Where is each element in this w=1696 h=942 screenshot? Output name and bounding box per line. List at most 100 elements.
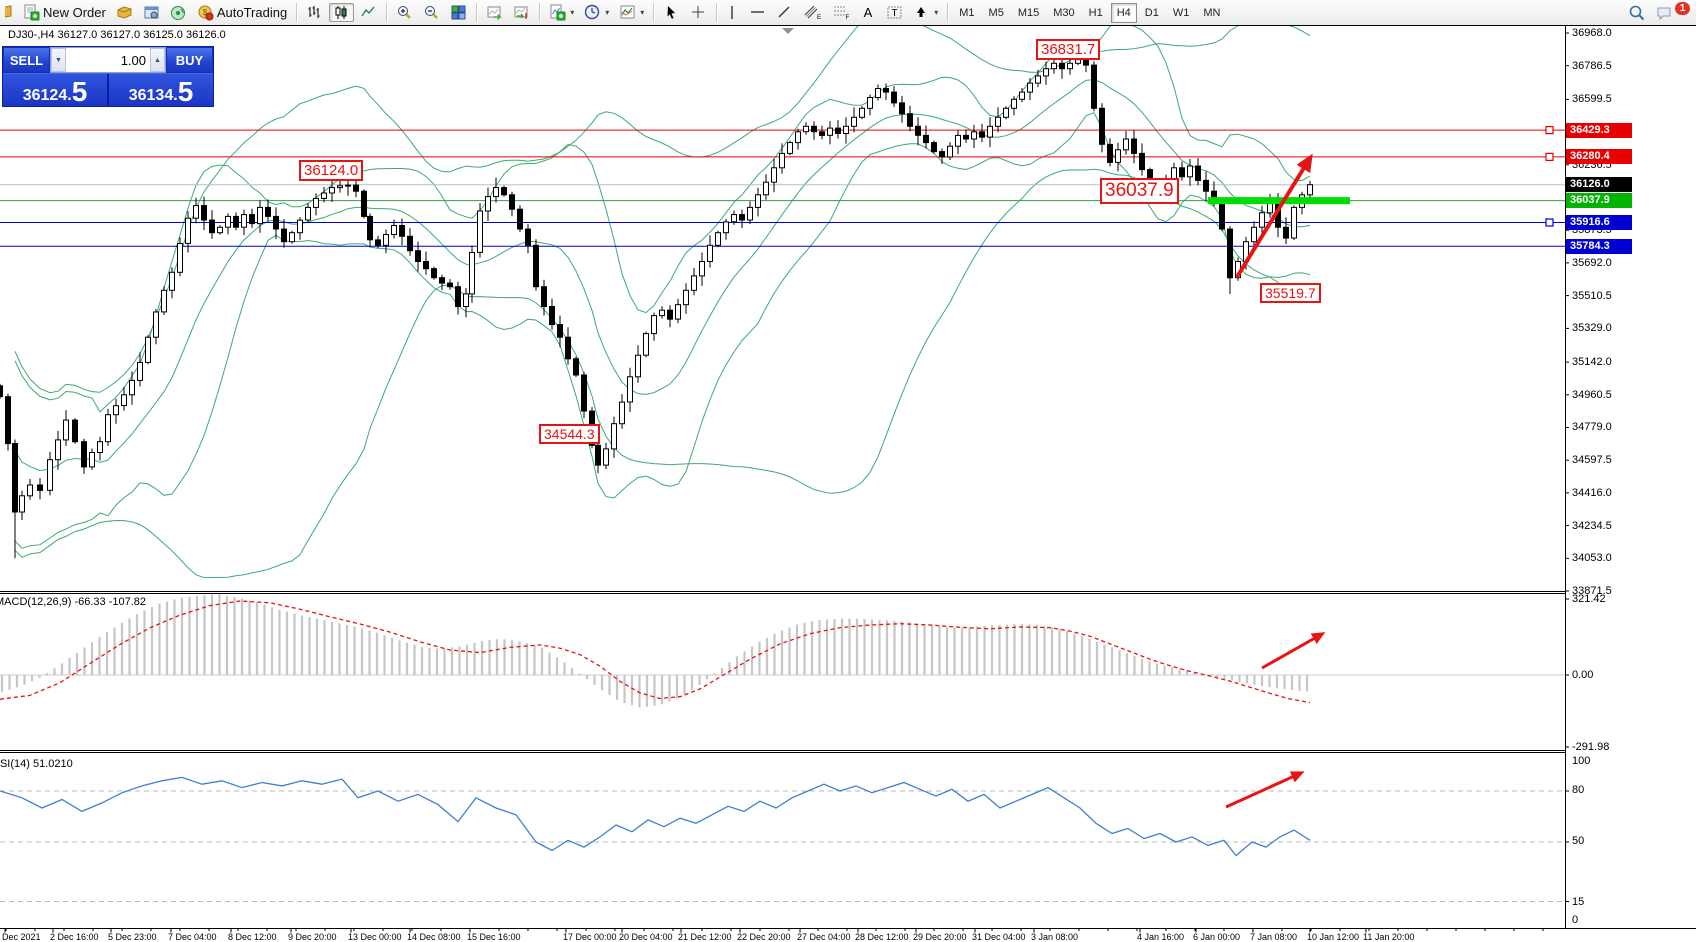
- buy-price-dot: .: [173, 87, 178, 104]
- time-axis-label: 11 Jan 20:00: [1363, 932, 1415, 942]
- horizontal-line-button[interactable]: [745, 3, 770, 22]
- sell-button[interactable]: SELL: [3, 47, 50, 73]
- main-toolbar: New Order $ AutoTrading ▾ ▾ ▾ E F A T ▾ M1 M5 M15 M30 H…: [0, 0, 1696, 26]
- time-axis-label: 7 Dec 04:00: [168, 932, 217, 942]
- time-axis-label: 15 Dec 16:00: [467, 932, 521, 942]
- vertical-line-button[interactable]: [722, 3, 743, 22]
- y-axis-label: 36786.5: [1572, 59, 1612, 72]
- buy-button[interactable]: BUY: [166, 47, 213, 73]
- svg-text:T: T: [892, 8, 898, 19]
- text-button[interactable]: A: [857, 3, 880, 22]
- arrows-button[interactable]: ▾: [909, 3, 942, 22]
- toolbar-separator: [476, 3, 478, 22]
- toolbar-separator: [947, 3, 949, 22]
- volume-widget: ▼ ▲: [50, 47, 166, 73]
- auto-scroll-button[interactable]: [482, 3, 507, 22]
- signals-button[interactable]: [166, 3, 191, 22]
- templates-button[interactable]: ▾: [615, 3, 648, 22]
- zoom-in-button[interactable]: [392, 3, 417, 22]
- timeframe-m15[interactable]: M15: [1017, 6, 1040, 19]
- timeframe-d1[interactable]: D1: [1144, 6, 1159, 19]
- fibonacci-button[interactable]: F: [828, 3, 855, 22]
- time-axis-label: 4 Jan 16:00: [1137, 932, 1185, 942]
- timeframe-m5[interactable]: M5: [988, 6, 1004, 19]
- timeframe-h4[interactable]: H4: [1110, 2, 1137, 23]
- y-axis-label: 35329.0: [1572, 322, 1612, 335]
- y-axis-label: 35510.5: [1572, 289, 1612, 302]
- price-annotation[interactable]: 36037.9: [1100, 178, 1179, 204]
- rsi-axis-label: 50: [1572, 835, 1585, 847]
- volume-increase-button[interactable]: ▲: [150, 48, 165, 72]
- timeframe-mn[interactable]: MN: [1203, 6, 1221, 19]
- bar-chart-button[interactable]: [302, 3, 327, 22]
- candlestick-chart-button[interactable]: [329, 3, 355, 22]
- macd-axis-label: 0.00: [1572, 669, 1594, 681]
- chart-window[interactable]: DJ30-,H4 36127.0 36127.0 36125.0 36126.0…: [0, 26, 1696, 942]
- toolbar-separator: [716, 3, 718, 22]
- crosshair-button[interactable]: [686, 3, 711, 22]
- new-order-button[interactable]: New Order: [19, 3, 110, 22]
- horizontal-lines[interactable]: [0, 125, 1565, 247]
- price-badge: 36037.9: [1566, 193, 1632, 209]
- clipped-button[interactable]: [1, 3, 17, 22]
- zoom-out-button[interactable]: [419, 3, 444, 22]
- chart-shift-button[interactable]: [509, 3, 534, 22]
- volume-input[interactable]: [66, 48, 150, 72]
- rsi-axis-label: 80: [1572, 784, 1585, 796]
- y-axis-label: 34779.0: [1572, 421, 1612, 434]
- publisher-button[interactable]: [139, 3, 164, 22]
- cursor-button[interactable]: [659, 3, 684, 22]
- timeframe-m30[interactable]: M30: [1053, 6, 1075, 19]
- y-axis-label: 33871.5: [1572, 585, 1612, 597]
- time-axis-label: 29 Dec 20:00: [913, 932, 967, 942]
- rsi-panel: [0, 776, 1569, 902]
- candles: [0, 53, 1313, 559]
- trend-arrows[interactable]: [1225, 153, 1326, 809]
- time-axis-label: 7 Jan 08:00: [1250, 932, 1298, 942]
- buy-price[interactable]: 36134. 5: [109, 74, 213, 106]
- label-button[interactable]: T: [882, 3, 907, 22]
- price-annotation[interactable]: 36831.7: [1036, 39, 1101, 61]
- channel-button[interactable]: E: [799, 3, 826, 22]
- timeframe-h1[interactable]: H1: [1088, 6, 1103, 19]
- price-axis-ticks: [1565, 32, 1569, 592]
- time-axis-label: 3 Jan 08:00: [1031, 932, 1079, 942]
- time-axis-label: 22 Dec 20:00: [737, 932, 791, 942]
- rsi-axis-label: 15: [1572, 896, 1585, 908]
- chart-shift-marker[interactable]: [782, 28, 794, 34]
- periods-button[interactable]: ▾: [580, 3, 613, 22]
- trendline-button[interactable]: [772, 3, 797, 22]
- svg-text:F: F: [846, 15, 850, 21]
- search-icon[interactable]: [1624, 3, 1650, 22]
- time-axis-ticks: [4, 928, 1544, 933]
- line-chart-button[interactable]: [356, 3, 381, 22]
- price-annotation[interactable]: 36124.0: [299, 160, 364, 182]
- y-axis-label: 36599.5: [1572, 93, 1612, 106]
- toolbar-right-group: 1: [1623, 2, 1690, 22]
- toolbar-separator: [386, 3, 388, 22]
- tile-windows-button[interactable]: [446, 3, 471, 22]
- chat-icon[interactable]: [1652, 3, 1678, 22]
- y-axis-label: 34053.0: [1572, 552, 1612, 565]
- price-badge: 35916.6: [1566, 214, 1632, 230]
- autotrading-button[interactable]: $ AutoTrading: [193, 3, 291, 22]
- timeframe-m1[interactable]: M1: [959, 6, 975, 19]
- sell-price-main: 36124: [22, 87, 68, 104]
- time-axis-label: 9 Dec 20:00: [288, 932, 337, 942]
- timeframe-w1[interactable]: W1: [1172, 6, 1190, 19]
- mailbox-button[interactable]: [112, 3, 137, 22]
- panel-separators: [0, 26, 1696, 929]
- chart-title: DJ30-,H4 36127.0 36127.0 36125.0 36126.0: [8, 29, 226, 41]
- y-axis-label: 34960.5: [1572, 388, 1612, 401]
- price-annotation[interactable]: 35519.7: [1260, 283, 1321, 304]
- sell-price[interactable]: 36124. 5: [3, 74, 109, 106]
- volume-decrease-button[interactable]: ▼: [51, 48, 66, 72]
- y-axis-label: 34234.5: [1572, 519, 1612, 532]
- price-annotation[interactable]: 34544.3: [539, 424, 600, 445]
- indicators-button[interactable]: ▾: [545, 3, 578, 22]
- y-axis-label: 35142.0: [1572, 356, 1612, 369]
- autotrading-button-label: AutoTrading: [216, 5, 288, 20]
- chart-canvas[interactable]: [0, 26, 1696, 942]
- sell-price-dot: .: [67, 87, 72, 104]
- time-axis-label: 20 Dec 04:00: [619, 932, 673, 942]
